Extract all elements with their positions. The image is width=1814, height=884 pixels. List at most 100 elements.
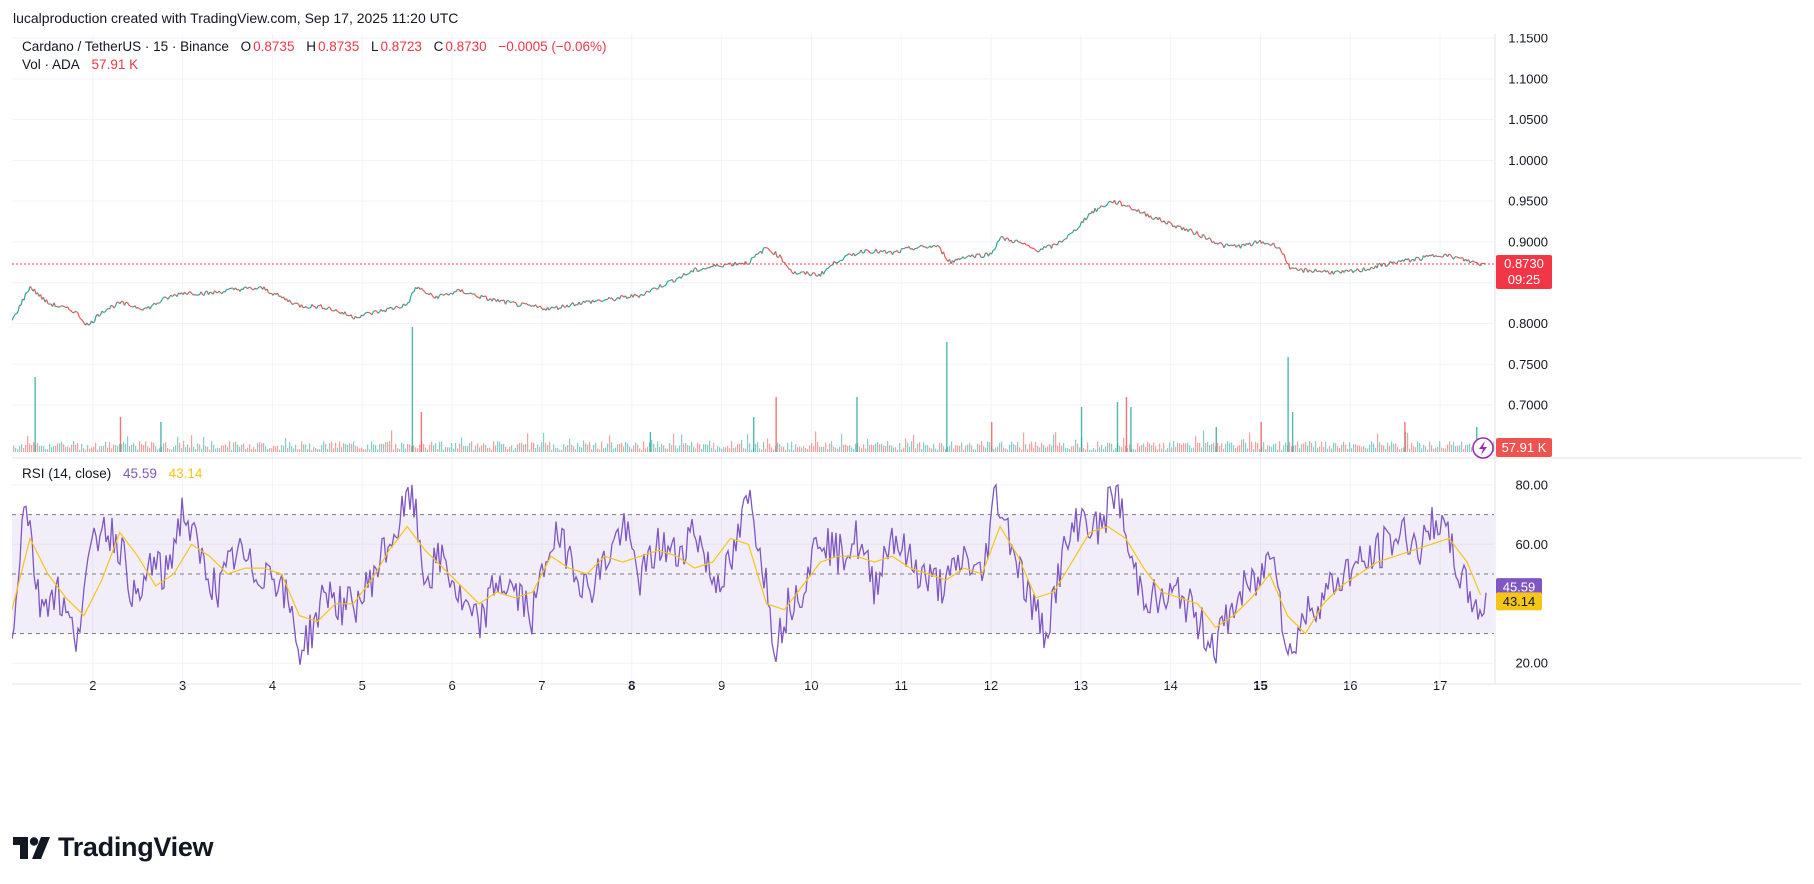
price-segment [1034, 249, 1037, 252]
volume-bar [985, 447, 987, 452]
price-segment [194, 294, 197, 296]
x-tick-label: 2 [89, 678, 96, 693]
price-segment [293, 302, 296, 305]
volume-bar [1023, 432, 1025, 452]
volume-bar [1191, 448, 1193, 452]
price-segment [1075, 229, 1078, 232]
symbol-label[interactable]: Cardano / TetherUS · 15 · Binance [22, 39, 229, 54]
volume-bar [615, 447, 617, 452]
volume-bar [263, 442, 265, 452]
volume-bar [549, 441, 551, 452]
volume-bar [879, 444, 881, 452]
price-segment [563, 306, 566, 308]
volume-bar [291, 446, 293, 452]
volume-bar [865, 448, 867, 452]
price-segment [1456, 256, 1459, 259]
rsi-label[interactable]: RSI (14, close) [22, 466, 112, 481]
volume-bar [281, 445, 283, 452]
volume-bar [1257, 442, 1259, 452]
volume-bar [867, 438, 869, 452]
volume-bar [13, 445, 15, 452]
volume-bar [837, 448, 839, 452]
volume-bar [747, 434, 749, 452]
volume-bar [735, 447, 737, 452]
volume-bar [1433, 448, 1435, 452]
volume-bar [285, 438, 287, 452]
price-segment [847, 253, 850, 256]
volume-bar [481, 445, 483, 452]
volume-bar [761, 449, 763, 452]
volume-bar [119, 444, 121, 452]
volume-bar [265, 446, 267, 452]
price-segment [268, 292, 271, 295]
volume-bar [1425, 446, 1427, 452]
volume-bar [571, 444, 573, 452]
volume-bar [1237, 446, 1239, 452]
price-segment [221, 291, 225, 295]
volume-bar [1007, 449, 1009, 452]
price-segment [534, 304, 538, 308]
volume-bar [1305, 442, 1307, 452]
volume-bar [167, 447, 169, 452]
price-segment [1043, 246, 1046, 249]
price-segment [1442, 253, 1446, 258]
price-segment [119, 301, 123, 305]
volume-bar [457, 448, 459, 452]
volume-bar [245, 448, 247, 452]
volume-bar [807, 448, 809, 452]
price-segment [796, 273, 799, 275]
volume-bar [1451, 444, 1453, 452]
volume-bar [613, 448, 615, 452]
volume-bar [1263, 442, 1265, 452]
volume-bar [1293, 445, 1295, 452]
volume-bar [77, 442, 79, 452]
volume-bar [1075, 439, 1077, 452]
price-tick-label: 0.7500 [1508, 357, 1548, 372]
volume-bar [1089, 449, 1091, 452]
volume-bar [1227, 441, 1229, 452]
volume-bar [655, 447, 657, 452]
volume-bar [1307, 445, 1309, 452]
volume-bar [53, 446, 55, 452]
price-segment [1198, 234, 1201, 238]
volume-bar [1049, 444, 1051, 452]
volume-bar [955, 445, 957, 452]
price-segment [172, 294, 175, 297]
volume-bar [289, 441, 291, 452]
volume-bar [1201, 447, 1203, 452]
price-segment [1187, 228, 1191, 232]
volume-bar [1009, 445, 1011, 452]
volume-bar [1149, 443, 1151, 452]
volume-bar [555, 447, 557, 452]
price-segment [508, 300, 511, 303]
price-segment [1037, 250, 1040, 253]
rsi-legend: RSI (14, close) 45.59 43.14 [22, 466, 204, 481]
volume-bar [1343, 441, 1345, 452]
price-segment [1385, 265, 1388, 268]
volume-bar [367, 444, 369, 452]
volume-bar [27, 435, 29, 452]
volume-bar [907, 442, 909, 452]
volume-bar [1039, 447, 1041, 452]
volume-bar [259, 441, 261, 452]
chart-attribution: lucalproduction created with TradingView… [13, 10, 459, 26]
volume-bar [815, 431, 817, 452]
price-segment [863, 249, 867, 254]
volume-bar [231, 449, 233, 452]
price-segment [1149, 215, 1153, 220]
price-segment [1168, 220, 1171, 223]
price-segment [86, 322, 89, 326]
rsi-tick-label: 60.00 [1515, 537, 1548, 552]
volume-bar [599, 449, 601, 452]
volume-bar [559, 449, 561, 452]
volume-label[interactable]: Vol · ADA [22, 57, 80, 72]
volume-bar [411, 446, 413, 452]
volume-bar [1163, 442, 1165, 452]
volume-bar [1181, 444, 1183, 452]
price-segment [1420, 259, 1423, 262]
price-chart-svg[interactable]: 2 3 4 5 6 7 8 9 10 11 12 13 14 15 16 17 1.1500 1.1000 1.05… [11, 31, 1802, 810]
volume-bar [155, 446, 157, 452]
chart-area[interactable]: 2 3 4 5 6 7 8 9 10 11 12 13 14 15 16 17 1.1500 1.1000 1.05… [11, 31, 1802, 810]
volume-bar [681, 434, 683, 452]
tradingview-brand[interactable]: TradingView [13, 832, 214, 863]
